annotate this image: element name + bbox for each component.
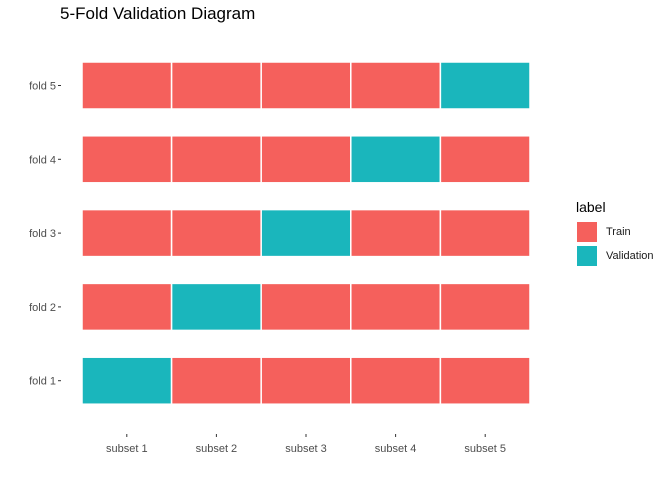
legend-item-train: Train: [576, 220, 654, 244]
x-tick-label: subset 5: [464, 443, 506, 455]
tile-fold-1-subset-1: [81, 356, 173, 405]
legend-swatch-train: [576, 221, 598, 243]
tile-fold-5-subset-1: [81, 61, 173, 110]
legend-label-validation: Validation: [606, 250, 654, 262]
tile-fold-4-subset-5: [439, 135, 531, 184]
tile-fold-2-subset-2: [170, 282, 262, 332]
tile-fold-2-subset-1: [81, 282, 173, 332]
tile-fold-3-subset-3: [260, 208, 352, 258]
x-tick-label: subset 4: [375, 443, 417, 455]
x-tick-label: subset 2: [196, 443, 238, 455]
y-tick-label: fold 4: [29, 154, 56, 166]
tile-fold-1-subset-2: [170, 356, 262, 405]
tile-fold-5-subset-5: [439, 61, 531, 110]
y-tick-label: fold 5: [29, 81, 56, 93]
x-tick-label: subset 1: [106, 443, 148, 455]
tile-fold-1-subset-3: [260, 356, 352, 405]
tile-fold-3-subset-5: [439, 208, 531, 258]
tile-fold-4-subset-1: [81, 135, 173, 184]
x-tick-label: subset 3: [285, 443, 327, 455]
y-tick-label: fold 1: [29, 376, 56, 388]
y-tick-label: fold 3: [29, 228, 56, 240]
legend-label-train: Train: [606, 226, 631, 238]
tile-fold-4-subset-2: [170, 135, 262, 184]
legend-swatch-validation: [576, 245, 598, 267]
tile-fold-4-subset-3: [260, 135, 352, 184]
tile-fold-2-subset-5: [439, 282, 531, 332]
tile-fold-3-subset-2: [170, 208, 262, 258]
legend: label Train Validation: [576, 199, 654, 268]
y-tick-label: fold 2: [29, 302, 56, 314]
legend-title: label: [576, 199, 606, 215]
chart-title: 5-Fold Validation Diagram: [60, 4, 256, 23]
tile-fold-2-subset-3: [260, 282, 352, 332]
legend-item-validation: Validation: [576, 244, 654, 268]
tile-fold-1-subset-4: [350, 356, 442, 405]
tile-fold-3-subset-1: [81, 208, 173, 258]
tile-fold-3-subset-4: [350, 208, 442, 258]
tile-fold-5-subset-3: [260, 61, 352, 110]
tile-fold-5-subset-4: [350, 61, 442, 110]
tile-fold-5-subset-2: [170, 61, 262, 110]
tile-fold-2-subset-4: [350, 282, 442, 332]
tile-fold-1-subset-5: [439, 356, 531, 405]
tile-fold-4-subset-4: [350, 135, 442, 184]
